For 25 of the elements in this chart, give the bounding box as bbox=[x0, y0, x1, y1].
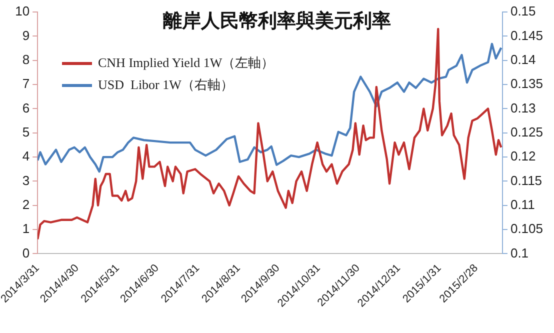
y-tick-label: 9 bbox=[22, 28, 30, 43]
legend-label: CNH Implied Yield 1W（左軸） bbox=[98, 54, 274, 72]
y2-tick-label: 0.12 bbox=[510, 148, 536, 164]
y2-tick-label: 0.115 bbox=[510, 172, 542, 188]
y-tick-label: 5 bbox=[22, 124, 30, 140]
legend-label: USD Libor 1W（右軸） bbox=[98, 76, 234, 94]
y2-tick-label: 0.15 bbox=[510, 4, 536, 19]
y-tick-label: 0 bbox=[22, 245, 30, 260]
y2-tick-label: 0.135 bbox=[510, 76, 544, 92]
y2-tick-label: 0.14 bbox=[510, 52, 536, 67]
y2-tick-label: 0.1 bbox=[510, 245, 529, 260]
y-tick-label: 2 bbox=[22, 196, 30, 212]
y-tick-label: 3 bbox=[22, 172, 30, 188]
y-tick-label: 8 bbox=[22, 52, 30, 67]
y-tick-label: 1 bbox=[22, 221, 30, 236]
y-tick-label: 6 bbox=[22, 100, 30, 116]
y-tick-label: 7 bbox=[22, 76, 30, 92]
y2-tick-label: 0.13 bbox=[510, 100, 536, 116]
y-tick-label: 4 bbox=[22, 148, 30, 164]
y2-tick-label: 0.145 bbox=[510, 28, 544, 43]
y2-tick-label: 0.125 bbox=[510, 124, 544, 140]
y2-tick-label: 0.105 bbox=[510, 221, 544, 236]
y2-tick-label: 0.11 bbox=[510, 196, 535, 212]
y-tick-label: 10 bbox=[15, 4, 30, 19]
chart-title: 離岸人民幣利率與美元利率 bbox=[163, 10, 391, 32]
